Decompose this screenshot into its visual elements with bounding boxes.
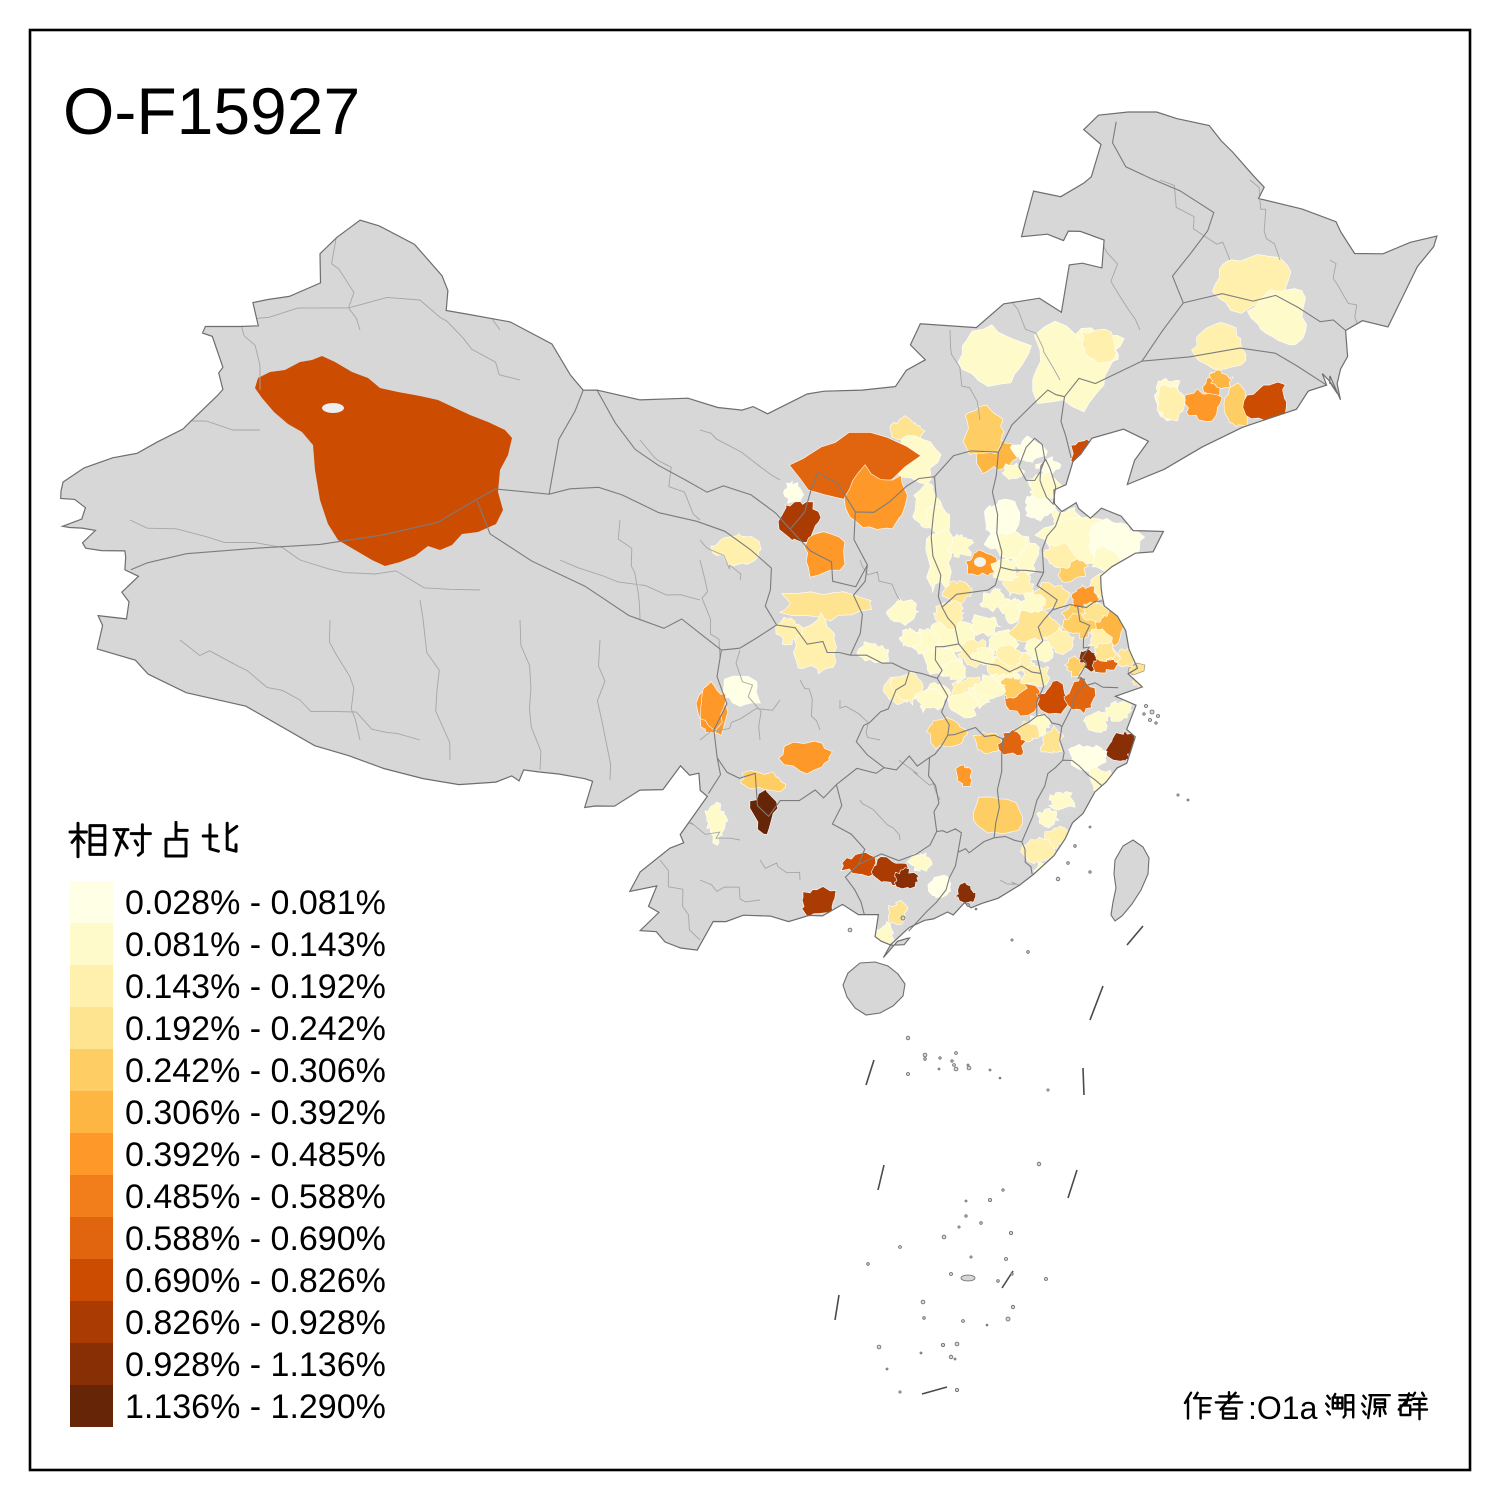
svg-text:0.588% - 0.690%: 0.588% - 0.690% <box>125 1220 386 1258</box>
svg-text:0.192% - 0.242%: 0.192% - 0.242% <box>125 1010 386 1048</box>
svg-text:0.081% - 0.143%: 0.081% - 0.143% <box>125 926 386 964</box>
svg-text:0.143% - 0.192%: 0.143% - 0.192% <box>125 968 386 1006</box>
svg-text:0.306% - 0.392%: 0.306% - 0.392% <box>125 1094 386 1132</box>
svg-text:0.242% - 0.306%: 0.242% - 0.306% <box>125 1052 386 1090</box>
svg-text:0.485% - 0.588%: 0.485% - 0.588% <box>125 1178 386 1216</box>
svg-text:0.028% - 0.081%: 0.028% - 0.081% <box>125 884 386 922</box>
svg-text:0.392% - 0.485%: 0.392% - 0.485% <box>125 1136 386 1174</box>
svg-text::O1a: :O1a <box>1248 1390 1318 1426</box>
svg-text:0.690% - 0.826%: 0.690% - 0.826% <box>125 1262 386 1300</box>
svg-text:0.826% - 0.928%: 0.826% - 0.928% <box>125 1304 386 1342</box>
svg-text:0.928% - 1.136%: 0.928% - 1.136% <box>125 1346 386 1384</box>
svg-text:O-F15927: O-F15927 <box>63 74 360 148</box>
svg-text:1.136% - 1.290%: 1.136% - 1.290% <box>125 1388 386 1426</box>
